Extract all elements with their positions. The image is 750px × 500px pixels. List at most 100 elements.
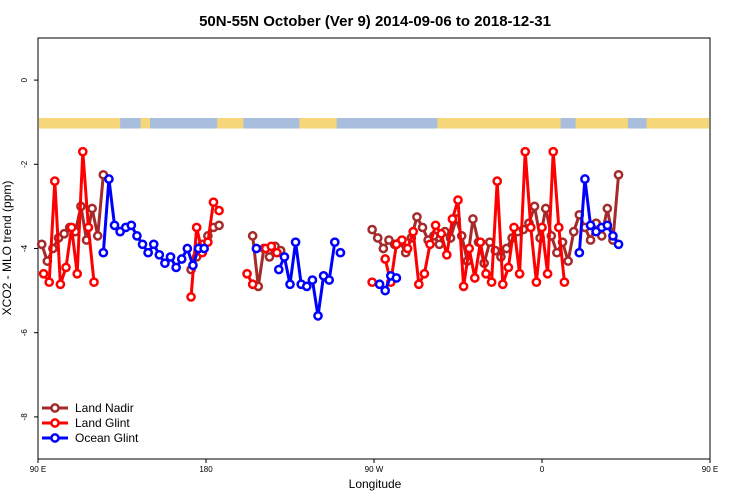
data-point [214,220,224,231]
data-point [580,174,590,184]
data-point [497,279,508,290]
data-point [44,277,55,288]
data-point [72,268,83,279]
data-point [531,277,542,288]
data-point [186,292,196,302]
data-point [525,222,536,233]
data-point [279,252,290,262]
data-point [242,268,252,279]
data-point [486,277,497,288]
data-point [182,243,193,254]
data-point [36,239,47,250]
data-point [553,222,564,233]
data-point [247,231,258,241]
data-point [552,247,562,258]
data-point [492,176,503,186]
data-point [613,169,624,180]
data-point [307,275,318,285]
data-point [367,277,377,288]
legend-swatch-marker [50,433,60,443]
data-point [540,203,551,214]
legend-item: Ocean Glint [42,431,139,445]
y-axis: 0 -2 -4 -6 -8 [20,77,38,420]
series-line [42,150,96,286]
data-point [574,247,585,258]
data-point [613,239,624,250]
y-tick-label: -4 [20,244,29,252]
data-point [272,247,282,258]
series-land-glint [38,146,570,302]
data-point [77,146,88,157]
data-point [464,243,475,254]
x-tick-label: 90 E [30,465,46,474]
ocean-band [336,117,438,129]
x-tick-label: 90 E [702,465,718,474]
ocean-band [627,117,647,129]
data-point [380,254,391,264]
data-point [372,233,383,243]
data-point [412,212,422,222]
plot-frame [37,37,711,460]
data-point [380,285,391,296]
data-point [273,264,284,275]
data-point [165,252,176,262]
data-point [430,220,441,231]
data-point [55,279,66,290]
series-layer [36,146,624,321]
data-point [154,249,165,260]
data-point [481,268,491,279]
data-point [542,268,553,279]
y-axis-label: XCO2 - MLO trend (ppm) [0,181,14,316]
series-ocean-glint [98,174,624,321]
ocean-band [243,117,300,129]
data-point [132,231,142,241]
data-point [285,279,295,290]
data-point [374,279,385,290]
data-point [148,239,159,250]
x-axis: 90 E 180 90 W 0 90 E [30,459,718,474]
y-tick-label: -2 [20,160,29,168]
data-point [408,226,419,237]
data-point [208,197,219,208]
data-point [171,262,181,273]
data-point [608,231,618,241]
data-point [38,268,49,279]
data-point [199,243,209,254]
data-point [176,254,187,264]
chart-title: 50N-55N October (Ver 9) 2014-09-06 to 20… [199,13,551,30]
data-point [501,243,512,254]
data-point [436,228,447,239]
data-point [89,277,99,288]
data-point [585,220,596,231]
data-point [59,228,69,239]
data-point [301,281,312,292]
data-point [602,220,613,231]
data-point [548,146,559,157]
data-point [104,174,114,184]
data-point [109,220,120,231]
data-point [290,237,301,248]
data-point [92,231,103,241]
data-point [520,146,531,157]
x-tick-label: 0 [540,465,545,474]
data-point [468,214,478,224]
data-point [514,268,525,279]
y-tick-label: -8 [20,413,29,421]
y-tick-label: 0 [20,77,29,82]
data-point [529,201,540,212]
ocean-band [120,117,141,129]
data-point [475,237,486,248]
data-point [397,235,407,245]
data-point [49,176,60,186]
data-point [537,222,547,233]
data-point [413,279,424,290]
data-point [367,224,377,235]
y-tick-label: -6 [20,329,29,337]
data-point [402,243,413,254]
legend-label: Land Glint [75,416,130,430]
data-point [247,279,258,290]
x-axis-label: Longitude [349,477,402,491]
data-point [469,273,480,283]
